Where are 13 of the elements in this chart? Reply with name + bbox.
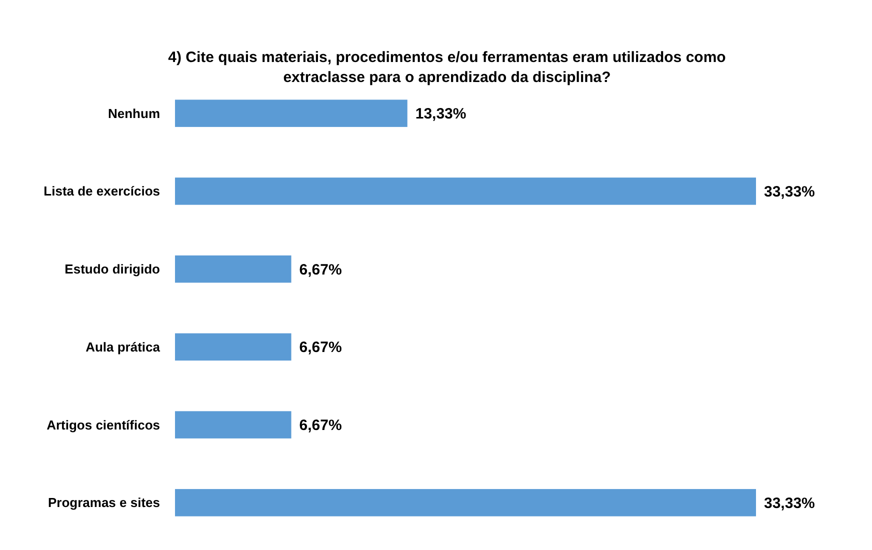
y-tick-label: Programas e sites [48,495,160,510]
data-label: 13,33% [415,106,466,123]
data-label: 6,67% [299,417,342,434]
chart-title: 4) Cite quais materiais, procedimentos e/ou ferramentas eram utilizados como extraclasse para o aprendizado da disciplina? [168,49,726,86]
y-tick-label: Estudo dirigido [64,262,160,277]
y-tick-label: Nenhum [108,106,160,121]
y-tick-label: Artigos científicos [46,417,160,432]
data-label: 6,67% [299,261,342,278]
data-label: 6,67% [299,339,342,356]
y-tick-label: Lista de exercícios [44,184,160,199]
y-tick-label: Aula prática [86,339,161,354]
data-label: 33,33% [764,494,815,512]
data-label: 33,33% [764,183,815,200]
